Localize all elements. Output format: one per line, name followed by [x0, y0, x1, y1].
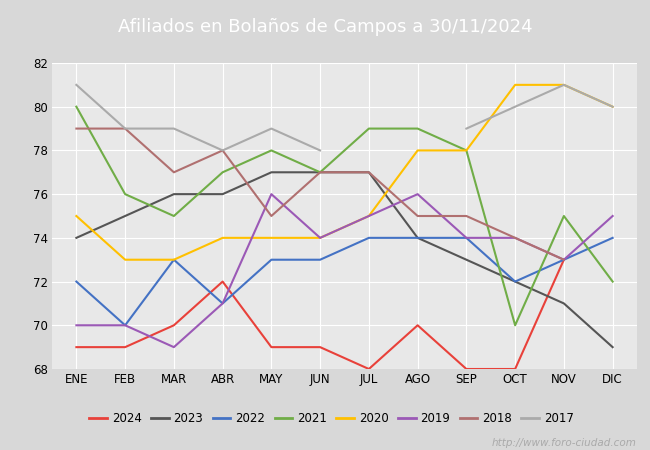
Text: http://www.foro-ciudad.com: http://www.foro-ciudad.com	[492, 438, 637, 448]
Legend: 2024, 2023, 2022, 2021, 2020, 2019, 2018, 2017: 2024, 2023, 2022, 2021, 2020, 2019, 2018…	[84, 407, 578, 430]
Text: Afiliados en Bolaños de Campos a 30/11/2024: Afiliados en Bolaños de Campos a 30/11/2…	[118, 18, 532, 36]
